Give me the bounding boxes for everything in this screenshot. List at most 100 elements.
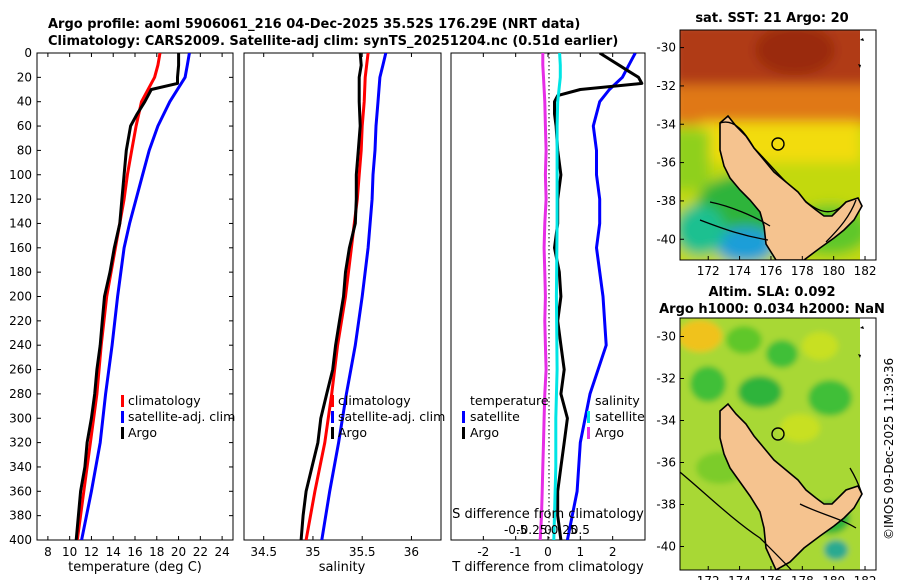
series-line-argo <box>299 53 363 540</box>
x-tick-label: -1 <box>510 545 522 559</box>
difference-legend-temperature: temperature satellite Argo <box>462 393 549 440</box>
map-lat-label: -40 <box>656 540 676 554</box>
x-tick-label: 24 <box>214 545 229 559</box>
s-diff-tick-label: 0.25 <box>551 523 578 537</box>
x-tick-label: 36 <box>404 545 419 559</box>
s-diff-tick-label: 0 <box>544 523 552 537</box>
map-lat-label: -30 <box>656 41 676 55</box>
series-line-salinity-satellite <box>552 53 562 540</box>
depth-tick-label: 60 <box>17 119 32 133</box>
x-tick-label: 2 <box>609 545 617 559</box>
salinity-panel: 34.5 35 35.5 36 salinity climatology satell… <box>243 52 445 575</box>
legend-marker-argo <box>121 427 124 439</box>
x-tick-label: 8 <box>44 545 52 559</box>
depth-tick-label: 140 <box>9 216 32 230</box>
depth-tick-label: 80 <box>17 143 32 157</box>
x-tick-label: 18 <box>149 545 164 559</box>
depth-tick-label: 160 <box>9 241 32 255</box>
temperature-axis-ticks: 8 10 12 14 16 18 20 22 24 <box>44 53 230 559</box>
difference-xlabel: T difference from climatology <box>451 560 644 575</box>
legend-title-salinity: salinity <box>595 393 640 408</box>
difference-axes-frame <box>450 52 646 541</box>
map-lon-label: 182 <box>854 574 877 580</box>
depth-tick-label: 320 <box>9 436 32 450</box>
legend-marker-climatology <box>121 395 124 407</box>
salinity-axis-ticks: 34.5 35 35.5 36 <box>250 53 419 559</box>
depth-tick-label: 0 <box>24 46 32 60</box>
depth-tick-label: 100 <box>9 168 32 182</box>
s-diff-tick-label: -0.5 <box>504 523 527 537</box>
map-lat-label: -36 <box>656 156 676 170</box>
difference-legend-salinity: salinity satellite Argo <box>587 393 645 440</box>
sst-map-landmass <box>719 114 863 260</box>
legend-marker-climatology <box>331 395 334 407</box>
legend-label-satellite-adj: satellite-adj. clim <box>128 409 235 424</box>
legend-label-temp-satellite: satellite <box>470 409 520 424</box>
map-lat-label: -32 <box>656 79 676 93</box>
depth-tick-label: 380 <box>9 509 32 523</box>
map-lat-label: -36 <box>656 456 676 470</box>
depth-tick-label: 260 <box>9 363 32 377</box>
depth-tick-label: 20 <box>17 70 32 84</box>
depth-tick-label: 180 <box>9 265 32 279</box>
x-tick-label: 0 <box>544 545 552 559</box>
temperature-xlabel: temperature (deg C) <box>68 560 202 575</box>
legend-marker-argo <box>331 427 334 439</box>
sla-map-frame <box>679 317 877 571</box>
map-lat-label: -38 <box>656 194 676 208</box>
map-lon-label: 176 <box>759 574 782 580</box>
legend-label-satellite-adj: satellite-adj. clim <box>338 409 445 424</box>
sst-map-ticks: -30 -32 -34 -36 -38 -40 172 174 176 178 180 182 <box>656 41 876 278</box>
legend-marker-temp-satellite <box>462 411 465 423</box>
map-lat-label: -30 <box>656 330 676 344</box>
legend-marker-sal-satellite <box>587 411 590 423</box>
legend-label-sal-satellite: satellite <box>595 409 645 424</box>
x-tick-label: -2 <box>477 545 489 559</box>
sla-map-contours <box>680 467 863 570</box>
x-tick-label: 34.5 <box>250 545 277 559</box>
x-tick-label: 1 <box>577 545 585 559</box>
argo-location-marker <box>771 427 785 441</box>
depth-tick-label: 220 <box>9 314 32 328</box>
sst-map-panel: sat. SST: 21 Argo: 20 <box>656 11 877 278</box>
sst-map-contours <box>699 121 857 243</box>
depth-tick-label: 280 <box>9 387 32 401</box>
series-line-argo <box>74 53 181 540</box>
series-line-satellite-adj-clim <box>80 53 191 540</box>
map-lon-label: 180 <box>822 574 845 580</box>
header-title-line1: Argo profile: aoml 5906061_216 04-Dec-20… <box>48 17 580 32</box>
x-tick-label: 14 <box>106 545 121 559</box>
legend-label-sal-argo: Argo <box>595 425 624 440</box>
legend-label-argo: Argo <box>128 425 157 440</box>
map-lon-label: 178 <box>791 264 814 278</box>
x-tick-label: 12 <box>84 545 99 559</box>
sla-map-title1: Altim. SLA: 0.092 <box>709 285 836 300</box>
map-lat-label: -38 <box>656 498 676 512</box>
temperature-legend: climatology satellite-adj. clim Argo <box>121 393 235 440</box>
legend-marker-temp-argo <box>462 427 465 439</box>
x-tick-label: 35.5 <box>349 545 376 559</box>
sla-map-ticks: -30 -32 -34 -36 -38 -40 172 174 176 178 180 182 <box>656 330 876 580</box>
map-lat-label: -32 <box>656 372 676 386</box>
salinity-xlabel: salinity <box>319 560 366 575</box>
legend-label-argo: Argo <box>338 425 367 440</box>
legend-marker-satellite-adj <box>331 411 334 423</box>
difference-axis-ticks: -2 -1 0 1 2 <box>477 53 616 559</box>
legend-label-temp-argo: Argo <box>470 425 499 440</box>
depth-tick-label: 120 <box>9 192 32 206</box>
legend-label-climatology: climatology <box>128 393 201 408</box>
depth-tick-label: 300 <box>9 411 32 425</box>
imos-credit: ©IMOS 09-Dec-2025 11:39:36 <box>882 358 896 540</box>
depth-tick-label: 400 <box>9 533 32 547</box>
temperature-lines <box>74 53 191 540</box>
x-tick-label: 10 <box>62 545 77 559</box>
s-diff-tick-label: -0.25 <box>516 523 547 537</box>
map-lon-label: 178 <box>791 574 814 580</box>
sst-map-title: sat. SST: 21 Argo: 20 <box>695 11 848 26</box>
series-line-salinity-argo <box>538 53 548 540</box>
sla-map-panel: Altim. SLA: 0.092 Argo h1000: 0.034 h200… <box>656 285 884 580</box>
sst-map-frame <box>679 29 877 261</box>
s-diff-tick-label: 0.5 <box>571 523 590 537</box>
